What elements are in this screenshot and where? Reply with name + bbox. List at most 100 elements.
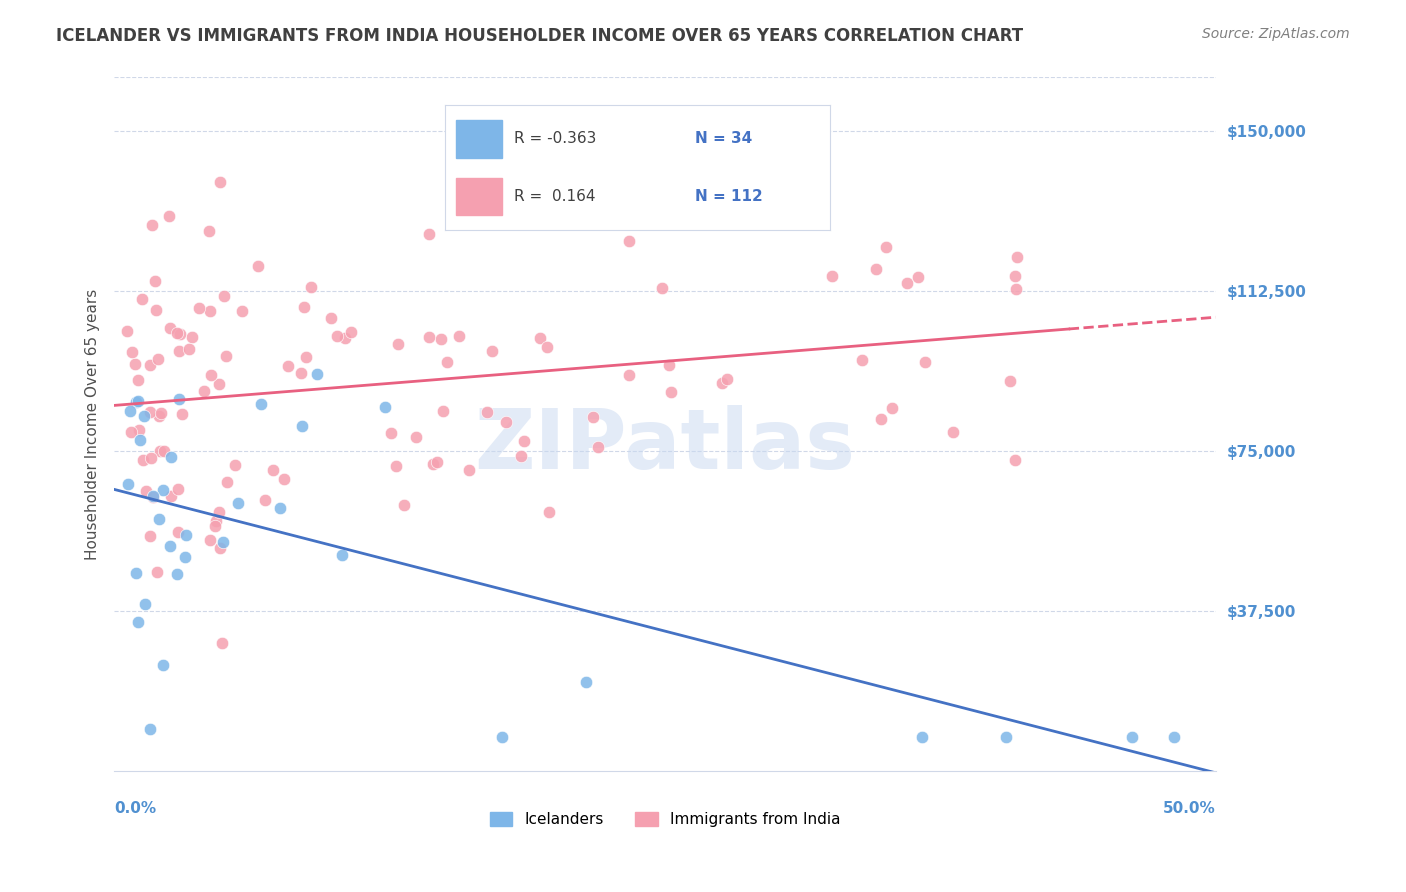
Point xyxy=(231,304,253,318)
Text: ICELANDER VS IMMIGRANTS FROM INDIA HOUSEHOLDER INCOME OVER 65 YEARS CORRELATION : ICELANDER VS IMMIGRANTS FROM INDIA HOUSE… xyxy=(56,27,1024,45)
Point xyxy=(198,303,221,318)
Point xyxy=(215,475,238,489)
Point xyxy=(436,355,458,369)
Point xyxy=(711,376,734,391)
Point xyxy=(134,409,156,424)
Text: 0.0%: 0.0% xyxy=(114,801,156,816)
Point xyxy=(159,489,181,503)
Point xyxy=(193,384,215,398)
Point xyxy=(617,368,640,383)
Point xyxy=(998,374,1021,388)
Point xyxy=(617,235,640,249)
Point xyxy=(335,331,357,345)
Point xyxy=(159,540,181,554)
Point xyxy=(138,722,160,736)
Point xyxy=(495,415,517,429)
Point xyxy=(211,636,233,650)
Legend: Icelanders, Immigrants from India: Icelanders, Immigrants from India xyxy=(484,805,846,833)
Point xyxy=(224,458,246,472)
Point xyxy=(273,472,295,486)
Point xyxy=(1004,282,1026,296)
Point xyxy=(138,405,160,419)
Point xyxy=(330,549,353,563)
Point xyxy=(145,302,167,317)
Point xyxy=(250,397,273,411)
Point xyxy=(141,451,163,466)
Point xyxy=(207,376,229,391)
Point xyxy=(538,505,561,519)
Point xyxy=(294,350,316,364)
Point xyxy=(134,597,156,611)
Point xyxy=(150,406,173,420)
Point xyxy=(481,344,503,359)
Point xyxy=(896,276,918,290)
Point xyxy=(166,326,188,340)
Point xyxy=(582,409,605,424)
Point xyxy=(160,450,183,465)
Point xyxy=(145,274,167,288)
Point xyxy=(942,425,965,440)
Point xyxy=(172,407,194,421)
Point xyxy=(340,325,363,339)
Point xyxy=(575,674,598,689)
Point xyxy=(394,498,416,512)
Point xyxy=(120,403,142,417)
Point xyxy=(209,541,232,555)
Point xyxy=(491,730,513,744)
Point xyxy=(167,483,190,497)
Point xyxy=(226,496,249,510)
Point xyxy=(128,433,150,447)
Point xyxy=(418,330,440,344)
Point xyxy=(169,392,191,407)
Point xyxy=(204,519,226,533)
Point xyxy=(994,730,1017,744)
Point xyxy=(586,440,609,454)
Point xyxy=(139,358,162,372)
Point xyxy=(254,492,277,507)
Point xyxy=(198,224,221,238)
Point xyxy=(167,524,190,539)
Point xyxy=(200,368,222,383)
Point xyxy=(117,324,139,338)
Point xyxy=(1004,268,1026,283)
Point xyxy=(432,404,454,418)
Point xyxy=(180,329,202,343)
Point xyxy=(149,443,172,458)
Point xyxy=(198,533,221,547)
Point xyxy=(125,566,148,580)
Point xyxy=(430,332,453,346)
Point xyxy=(418,227,440,241)
Point xyxy=(326,328,349,343)
Point xyxy=(319,310,342,325)
Point xyxy=(125,394,148,409)
Point xyxy=(173,550,195,565)
Point xyxy=(299,280,322,294)
Point xyxy=(1004,453,1026,467)
Point xyxy=(142,489,165,503)
Point xyxy=(291,419,314,434)
Point xyxy=(374,400,396,414)
Point xyxy=(659,385,682,400)
Point xyxy=(262,463,284,477)
Point xyxy=(387,337,409,351)
Point xyxy=(578,173,600,187)
Point xyxy=(307,368,329,382)
Point xyxy=(128,423,150,437)
Point xyxy=(292,300,315,314)
Point xyxy=(146,352,169,367)
Point xyxy=(131,292,153,306)
Point xyxy=(821,268,844,283)
Point xyxy=(422,457,444,471)
Point xyxy=(865,261,887,276)
Point xyxy=(1005,250,1028,264)
Point xyxy=(911,730,934,744)
Point xyxy=(907,270,929,285)
Point xyxy=(277,359,299,374)
Point xyxy=(651,280,673,294)
Point xyxy=(529,331,551,345)
Point xyxy=(157,209,180,223)
Point xyxy=(188,301,211,315)
Point xyxy=(132,452,155,467)
Point xyxy=(447,328,470,343)
Point xyxy=(121,345,143,359)
